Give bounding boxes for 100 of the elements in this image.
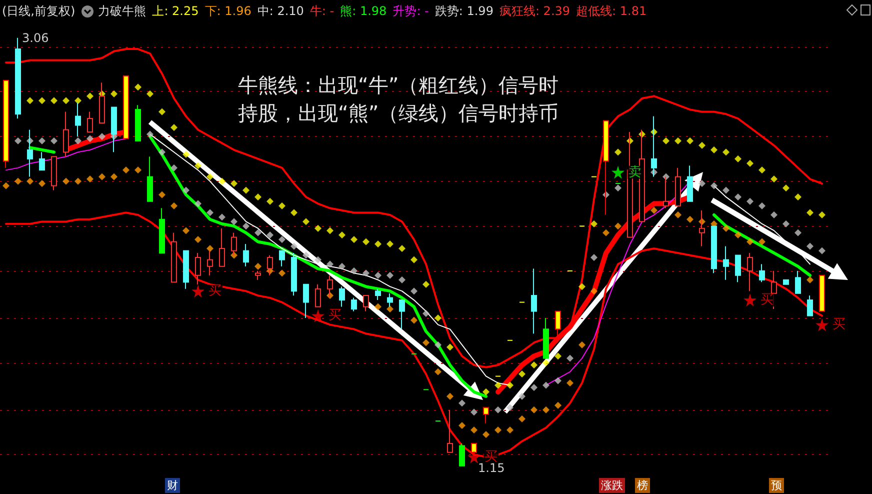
point [362, 270, 370, 277]
point [14, 178, 22, 185]
point [278, 236, 286, 244]
point [578, 341, 586, 348]
point [590, 254, 598, 261]
point [278, 270, 286, 277]
point [146, 130, 154, 138]
chart-subtitle: 力破牛熊 [98, 2, 146, 20]
text: 上: 2.25 [152, 2, 199, 20]
point [206, 244, 214, 252]
candlestick [747, 252, 753, 292]
data-label: 买 [484, 449, 498, 464]
point [566, 354, 574, 362]
point [86, 135, 94, 142]
point [458, 422, 466, 430]
point [182, 227, 190, 234]
point [254, 229, 262, 236]
data-label: 买 [832, 317, 846, 332]
point [554, 377, 562, 384]
point [458, 400, 466, 407]
point [470, 408, 478, 416]
point [506, 426, 514, 434]
candlestick [255, 270, 261, 280]
point [590, 288, 598, 295]
point [374, 303, 382, 310]
point [314, 256, 322, 264]
text: 财 [165, 478, 180, 493]
point [686, 216, 694, 223]
point [194, 200, 202, 208]
point [782, 220, 790, 228]
point [446, 392, 454, 400]
candlestick [543, 317, 549, 359]
candlestick [3, 80, 9, 168]
point [38, 137, 46, 144]
text: 升势: - [392, 2, 429, 20]
point [74, 178, 82, 185]
data-label: 卖 [628, 164, 642, 180]
point [290, 242, 298, 250]
point [614, 184, 622, 192]
point [674, 211, 682, 218]
text: 超低线: 1.81 [576, 2, 647, 20]
candlestick [315, 284, 321, 308]
point [410, 316, 418, 324]
candlestick [483, 407, 489, 424]
point [614, 222, 622, 230]
data-label: 买 [328, 308, 342, 324]
point [410, 288, 418, 295]
point [374, 272, 382, 279]
point [86, 176, 94, 183]
point [468, 450, 480, 464]
data-label: 买 [208, 284, 222, 299]
text: 中: 2.10 [257, 2, 304, 20]
point [14, 137, 22, 144]
point [518, 392, 526, 400]
candlestick [87, 111, 93, 132]
point [254, 262, 262, 270]
text: 涨跌 [599, 478, 625, 493]
point [434, 341, 442, 348]
candlestick [303, 284, 309, 318]
point [758, 202, 766, 210]
point [386, 306, 394, 312]
point [158, 191, 166, 198]
text: 牛: - [310, 2, 334, 20]
point [722, 224, 730, 232]
point [602, 229, 610, 236]
candlestick [147, 156, 153, 202]
candlestick [723, 246, 729, 280]
candlestick [135, 104, 141, 142]
point [434, 368, 442, 376]
point [266, 232, 274, 239]
candlestick [795, 270, 801, 294]
point [122, 166, 130, 174]
point [422, 310, 430, 317]
point [192, 284, 204, 298]
point [518, 415, 526, 422]
candlestick [807, 295, 813, 316]
candlestick [63, 111, 69, 158]
candlestick [375, 288, 381, 301]
text: 熊: 1.98 [340, 2, 387, 20]
annotation: 持股，出现“熊”（绿线）信号时持币 [238, 100, 559, 127]
point [506, 404, 514, 412]
point [50, 137, 58, 144]
point [230, 218, 238, 226]
point [816, 318, 828, 332]
candlestick [783, 279, 789, 285]
candlestick [243, 244, 249, 267]
point [722, 186, 730, 194]
point [710, 182, 718, 190]
text: 下: 1.96 [204, 2, 252, 20]
point [470, 426, 478, 434]
candlestick [51, 156, 57, 191]
point [170, 202, 178, 210]
point [194, 236, 202, 244]
point [794, 229, 802, 236]
point [182, 186, 190, 194]
point [542, 382, 550, 389]
point [98, 173, 106, 180]
point [422, 339, 430, 346]
candlestick [459, 442, 465, 466]
text: 疯狂线: 2.39 [499, 2, 570, 20]
